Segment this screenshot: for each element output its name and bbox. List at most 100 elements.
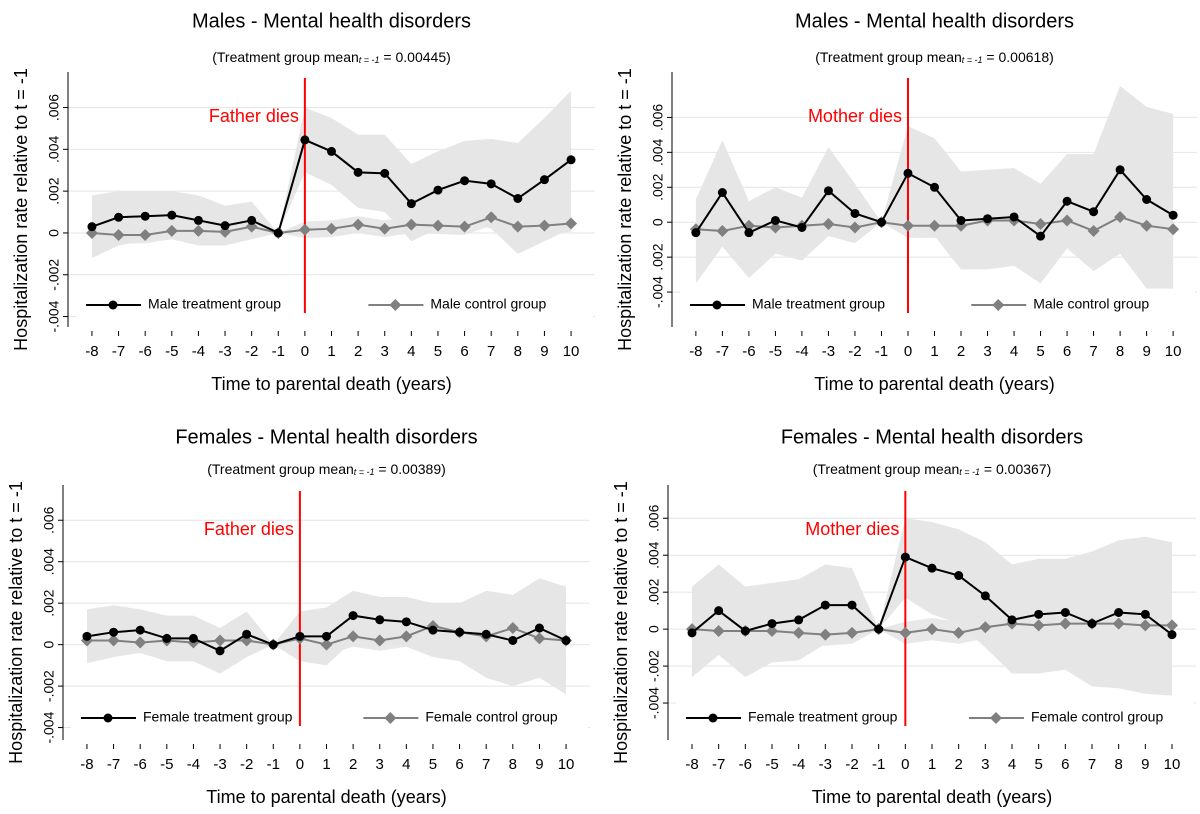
x-tick-label: -3 (822, 343, 835, 360)
x-tick-label: -2 (848, 343, 861, 360)
event-label: Father dies (204, 519, 294, 539)
y-axis-title: Hospitalization rate relative to t = -1 (11, 68, 31, 351)
marker (983, 214, 993, 224)
marker (1139, 619, 1152, 632)
y-tick-label: 0 (41, 641, 57, 649)
marker (823, 186, 833, 196)
marker (980, 591, 990, 601)
marker (167, 210, 177, 220)
marker (770, 215, 780, 225)
x-tick-label: 8 (1114, 756, 1122, 773)
legend-marker (389, 299, 402, 311)
x-tick-label: 2 (349, 756, 357, 773)
x-tick-label: -1 (272, 343, 285, 360)
chart-title: Females - Mental health disorders (175, 426, 477, 448)
legend-box (76, 289, 593, 323)
marker (691, 228, 701, 238)
marker (295, 631, 305, 641)
marker (165, 224, 178, 237)
annotation-subscript: t = -1 (959, 467, 980, 477)
x-tick-label: 3 (983, 343, 991, 360)
marker (1115, 165, 1125, 175)
y-tick-label: 0 (646, 625, 662, 633)
marker (766, 624, 778, 637)
legend-marker (384, 712, 397, 724)
y-tick-label: .002 (650, 173, 666, 200)
marker (193, 215, 203, 225)
x-tick-label: 1 (928, 756, 936, 773)
marker (903, 168, 913, 178)
event-label: Father dies (209, 106, 299, 126)
marker (486, 179, 496, 189)
x-tick-label: -3 (819, 756, 832, 773)
marker (348, 611, 358, 621)
x-tick-label: 2 (354, 343, 362, 360)
marker (428, 625, 438, 635)
marker (485, 211, 498, 224)
marker (767, 619, 777, 629)
marker (375, 615, 385, 625)
x-tick-label: -3 (218, 343, 231, 360)
marker (325, 222, 338, 235)
marker (744, 228, 754, 238)
marker (247, 215, 257, 225)
x-tick-label: 8 (514, 343, 522, 360)
marker (927, 563, 937, 573)
marker (460, 176, 470, 186)
x-tick-label: 9 (540, 343, 548, 360)
annotation-suffix: = 0.00389) (375, 461, 446, 477)
marker (769, 221, 782, 234)
marker (714, 606, 724, 616)
marker (406, 199, 416, 209)
marker (1062, 196, 1072, 206)
annotation: (Treatment group meant = -1 = 0.00389) (207, 461, 446, 478)
marker (481, 629, 491, 639)
y-tick-label: .006 (46, 94, 62, 121)
x-tick-label: 5 (429, 756, 437, 773)
x-tick-label: -8 (80, 756, 93, 773)
x-tick-label: 10 (558, 756, 575, 773)
marker (298, 223, 311, 236)
marker (347, 630, 360, 643)
marker (876, 217, 886, 227)
annotation-text: (Treatment group mean (815, 49, 962, 65)
annotation-suffix: = 0.00367) (980, 461, 1051, 477)
x-tick-label: -7 (716, 343, 729, 360)
marker (1061, 214, 1074, 227)
x-tick-label: -8 (689, 343, 702, 360)
y-tick-label: .006 (41, 506, 57, 533)
marker (400, 630, 413, 643)
marker (1166, 619, 1178, 632)
marker (687, 628, 697, 638)
marker (508, 635, 518, 645)
marker (819, 628, 832, 641)
y-tick-label: 0 (650, 218, 666, 226)
marker (794, 615, 804, 625)
marker (320, 638, 333, 651)
x-tick-label: 0 (296, 756, 304, 773)
panel: Males - Mental health disorders (Treatmen… (11, 10, 595, 394)
marker (846, 626, 858, 639)
panel: Females - Mental health disorders (Treatm… (6, 426, 590, 807)
x-tick-label: 2 (954, 756, 962, 773)
marker (112, 229, 125, 242)
y-tick-label: -.002 (41, 670, 57, 702)
chart-title: Males - Mental health disorders (192, 10, 471, 32)
x-tick-label: -6 (134, 756, 147, 773)
legend-label: Female treatment group (748, 709, 898, 725)
x-tick-label: -4 (792, 756, 805, 773)
marker (458, 220, 471, 233)
marker (114, 212, 124, 222)
marker (511, 220, 524, 233)
x-tick-label: -5 (160, 756, 173, 773)
x-tick-label: 4 (407, 343, 415, 360)
marker (1059, 617, 1072, 630)
marker (848, 221, 861, 234)
legend-marker (108, 300, 118, 310)
event-label: Mother dies (805, 519, 899, 539)
y-tick-label: -.002 (646, 650, 662, 682)
y-tick-label: -.004 (650, 276, 666, 308)
x-tick-label: 7 (1089, 343, 1097, 360)
x-tick-label: 9 (1141, 756, 1149, 773)
marker (797, 222, 807, 232)
